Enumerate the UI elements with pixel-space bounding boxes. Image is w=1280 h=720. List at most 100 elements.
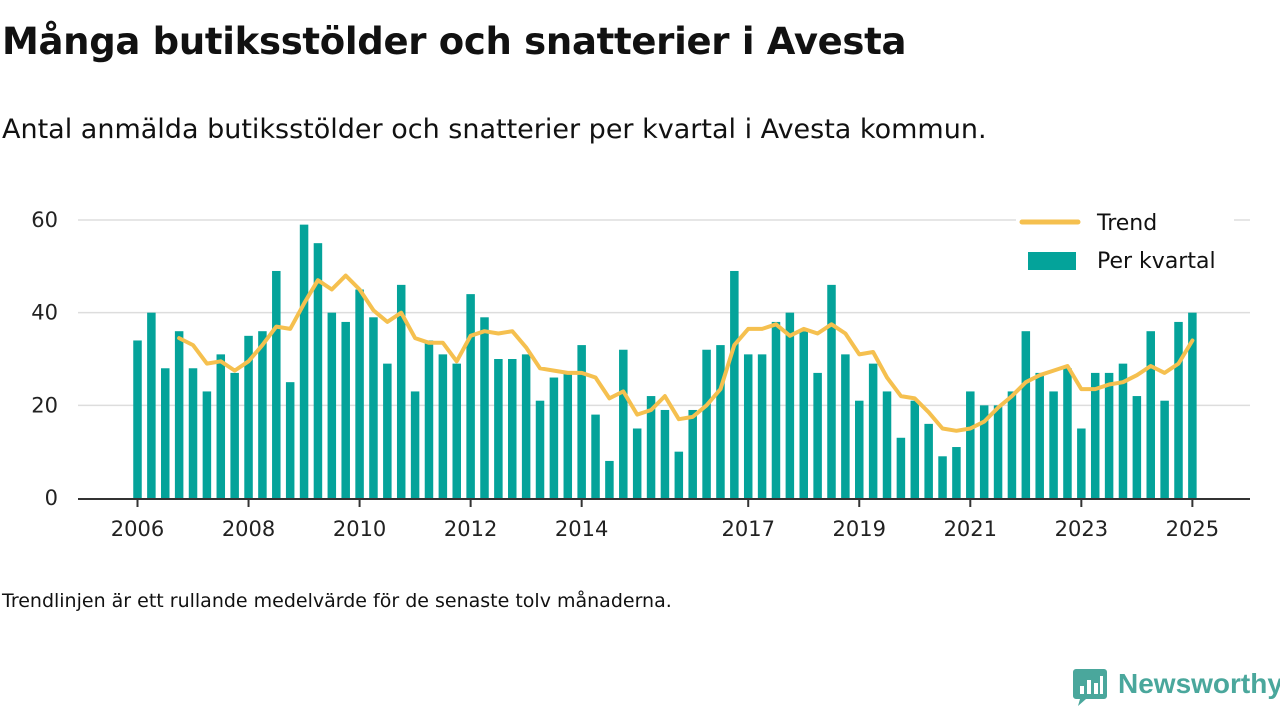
- bar: [868, 363, 878, 498]
- bar: [1146, 331, 1155, 498]
- y-tick-label: 20: [31, 393, 58, 417]
- bar: [508, 359, 517, 498]
- bar: [549, 377, 559, 498]
- footnote: Trendlinjen är ett rullande medelvärde f…: [2, 590, 672, 612]
- bar: [619, 349, 628, 498]
- bar: [1063, 368, 1072, 498]
- x-tick-label: 2006: [111, 517, 164, 541]
- bar: [494, 359, 503, 498]
- bar: [521, 354, 531, 498]
- legend-bar-swatch: [1028, 252, 1076, 270]
- x-tick-label: 2008: [222, 517, 275, 541]
- bar: [605, 460, 614, 498]
- x-tick-label: 2025: [1166, 517, 1219, 541]
- bar: [341, 321, 350, 498]
- bar: [244, 335, 253, 498]
- bar: [841, 354, 850, 498]
- bar: [1077, 428, 1086, 498]
- bar: [966, 391, 975, 498]
- bar: [1049, 391, 1058, 498]
- bar: [1035, 372, 1044, 498]
- bar: [785, 312, 795, 498]
- x-tick-label: 2012: [444, 517, 497, 541]
- bar: [355, 289, 364, 498]
- bar: [188, 368, 198, 498]
- bar: [771, 321, 781, 498]
- bar: [910, 400, 920, 498]
- x-tick-label: 2014: [555, 517, 608, 541]
- bar: [577, 345, 586, 498]
- y-tick-label: 0: [45, 486, 58, 510]
- bar: [147, 312, 156, 498]
- bar-chart: 0 20 40 60 2006 2008 2010 2012 2014 2017 2019 2021…: [31, 204, 1250, 541]
- x-tick-label: 2023: [1055, 517, 1108, 541]
- bar: [480, 317, 489, 498]
- legend-bar-label: Per kvartal: [1097, 249, 1216, 274]
- bar: [591, 414, 600, 498]
- bar: [535, 400, 545, 498]
- x-tick-label: 2010: [333, 517, 386, 541]
- bar: [396, 284, 406, 498]
- y-axis-ticks: 0 20 40 60: [31, 208, 58, 510]
- bar: [1090, 372, 1100, 498]
- bar: [938, 456, 947, 498]
- bar: [410, 391, 420, 498]
- bar: [702, 349, 711, 498]
- bar: [716, 345, 725, 498]
- bar: [202, 391, 212, 498]
- bar: [896, 437, 906, 498]
- bar: [827, 284, 836, 498]
- bar: [632, 428, 642, 498]
- x-tick-label: 2017: [721, 517, 774, 541]
- bar: [1132, 396, 1142, 498]
- bar: [161, 368, 170, 498]
- bar: [1174, 321, 1183, 498]
- bar: [952, 447, 961, 498]
- bar: [174, 331, 184, 498]
- chart-subtitle: Antal anmälda butiksstölder och snatteri…: [2, 114, 987, 145]
- bar: [327, 312, 337, 498]
- legend: Trend Per kvartal: [1016, 204, 1234, 286]
- legend-trend-label: Trend: [1096, 211, 1157, 236]
- bar: [855, 400, 864, 498]
- y-tick-label: 40: [31, 301, 58, 325]
- brand-name: Newsworthy: [1118, 668, 1280, 699]
- bar: [1188, 312, 1197, 498]
- bar: [813, 372, 822, 498]
- bar: [369, 317, 378, 498]
- bar: [438, 354, 448, 498]
- bar: [1104, 372, 1114, 498]
- bar-chart-bubble-icon: [1073, 669, 1107, 706]
- bar: [466, 294, 475, 498]
- newsworthy-logo[interactable]: Newsworthy: [1072, 664, 1280, 708]
- bar: [424, 340, 434, 498]
- x-tick-label: 2021: [944, 517, 997, 541]
- bar: [730, 270, 739, 498]
- bar: [299, 224, 309, 498]
- bar: [799, 331, 808, 498]
- bar: [688, 409, 697, 498]
- y-tick-label: 60: [31, 208, 58, 232]
- bars: [133, 224, 1197, 498]
- bar: [1160, 400, 1169, 498]
- bar: [1007, 391, 1017, 498]
- bar: [563, 372, 573, 498]
- bar: [313, 243, 323, 498]
- bar: [924, 423, 933, 498]
- x-axis-ticks: 2006 2008 2010 2012 2014 2017 2019 2021 2023 2025: [111, 499, 1219, 541]
- bar: [660, 409, 670, 498]
- chart-title: Många butiksstölder och snatterier i Ave…: [2, 20, 907, 63]
- bar: [757, 354, 767, 498]
- bar: [674, 451, 684, 498]
- legend-background: [1016, 204, 1234, 286]
- bar: [133, 340, 142, 498]
- bar: [882, 391, 892, 498]
- bar: [230, 372, 239, 498]
- x-tick-label: 2019: [833, 517, 886, 541]
- bar: [258, 331, 267, 498]
- bar: [272, 270, 281, 498]
- bar: [1118, 363, 1128, 498]
- bar: [452, 363, 461, 498]
- bar: [1021, 331, 1031, 498]
- bar: [383, 363, 392, 498]
